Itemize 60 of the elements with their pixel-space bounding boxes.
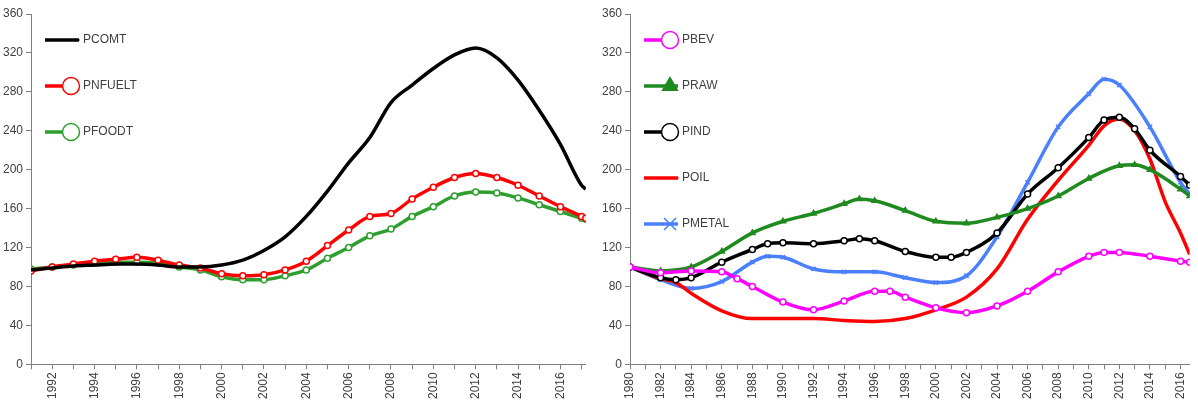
x-tick-label: 1986 xyxy=(714,371,729,400)
y-tick-label: 120 xyxy=(601,239,623,254)
legend-label: PBEV xyxy=(682,32,715,47)
x-tick-label: 2000 xyxy=(928,371,943,400)
x-tick-label: 2004 xyxy=(298,371,313,400)
x-tick-label: 2012 xyxy=(1111,371,1126,400)
legend-label: PIND xyxy=(682,124,712,139)
legend-label: PFOODT xyxy=(83,124,134,139)
x-tick-label: 2010 xyxy=(1081,371,1096,400)
y-tick-label: 80 xyxy=(608,278,623,293)
x-tick-label: 2016 xyxy=(552,371,567,400)
y-tick-label: 160 xyxy=(2,200,24,215)
y-tick-label: 0 xyxy=(16,356,24,371)
y-tick-label: 120 xyxy=(2,239,24,254)
x-tick-label: 2012 xyxy=(468,371,482,400)
x-tick-label: 2002 xyxy=(256,371,271,400)
x-tick-label: 2008 xyxy=(383,371,398,400)
y-tick-label: 320 xyxy=(2,45,24,60)
x-tick-label: 2008 xyxy=(1050,371,1065,400)
x-tick-label: 1998 xyxy=(171,371,186,400)
x-tick-label: 2006 xyxy=(340,371,355,400)
y-tick-label: 0 xyxy=(615,356,623,371)
y-tick-label: 80 xyxy=(9,278,24,293)
x-tick-label: 2014 xyxy=(510,371,525,400)
x-tick-label: 1996 xyxy=(867,371,881,400)
y-tick-label: 200 xyxy=(601,162,623,176)
x-tick-label: 1994 xyxy=(86,371,101,400)
x-tick-label: 2004 xyxy=(989,371,1004,400)
x-tick-label: 2000 xyxy=(213,371,228,400)
x-tick-label: 1980 xyxy=(622,371,637,400)
y-tick-label: 320 xyxy=(601,45,623,60)
x-tick-label: 1996 xyxy=(129,371,144,400)
y-tick-label: 360 xyxy=(601,6,623,21)
y-tick-label: 240 xyxy=(601,123,623,138)
x-tick-label: 1984 xyxy=(683,371,698,400)
legend-label: PCOMT xyxy=(83,32,128,47)
x-tick-label: 2016 xyxy=(1172,371,1187,400)
x-tick-label: 2006 xyxy=(1019,371,1034,400)
y-tick-label: 200 xyxy=(2,162,24,176)
y-tick-label: 40 xyxy=(608,317,623,332)
legend-label: POIL xyxy=(682,170,710,185)
x-tick-label: 1988 xyxy=(744,371,759,400)
legend-label: PNFUELT xyxy=(83,78,138,93)
x-tick-label: 2002 xyxy=(958,371,973,400)
y-tick-label: 280 xyxy=(2,84,24,99)
x-tick-label: 2014 xyxy=(1142,371,1157,400)
y-tick-label: 40 xyxy=(9,317,24,332)
x-tick-label: 2010 xyxy=(425,371,440,400)
x-tick-label: 1990 xyxy=(775,371,790,400)
x-tick-label: 1992 xyxy=(805,371,820,400)
x-tick-label: 1994 xyxy=(836,371,851,400)
y-tick-label: 280 xyxy=(601,84,623,99)
x-tick-label: 1982 xyxy=(652,371,667,400)
y-tick-label: 360 xyxy=(2,6,24,21)
legend-label: PRAW xyxy=(682,78,719,93)
x-tick-label: 1998 xyxy=(897,371,912,400)
x-tick-label: 1992 xyxy=(44,371,59,400)
legend-label: PMETAL xyxy=(682,216,730,231)
y-tick-label: 160 xyxy=(601,200,623,215)
y-tick-label: 240 xyxy=(2,123,24,138)
